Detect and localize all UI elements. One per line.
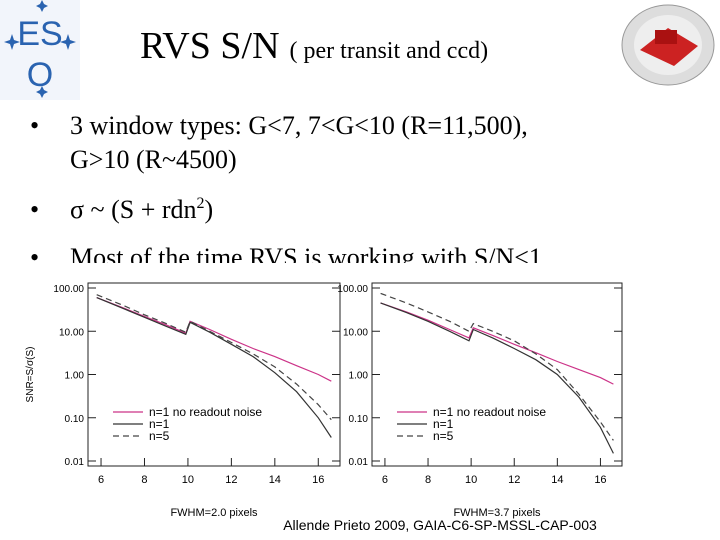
legend-label: n=1 [149, 417, 170, 431]
logo-text: O [27, 56, 53, 94]
x-tick-label: 14 [551, 474, 563, 486]
bullet-part: ) [205, 195, 214, 224]
y-tick-label: 1.00 [65, 371, 85, 382]
slide-title: RVS S/N ( per transit and ccd) [140, 25, 488, 67]
logo-text: ES [17, 15, 62, 53]
chart: 100.00 10.00 1.00 0.10 0.01 6 8 10 12 14 16 FWHM=3.… [337, 282, 623, 519]
series-line [380, 302, 614, 454]
y-tick-label: 100.00 [337, 284, 368, 295]
x-axis-label: FWHM=2.0 pixels [170, 507, 258, 519]
series-line [380, 302, 614, 385]
x-tick-label: 16 [594, 474, 606, 486]
x-tick-label: 10 [182, 474, 194, 486]
x-tick-label: 8 [425, 474, 431, 486]
x-tick-label: 14 [269, 474, 281, 486]
bullet-part: σ ~ (S + rdn [70, 195, 197, 224]
bullet-text: Most of the time RVS is working with S/N… [70, 243, 542, 272]
bullet-dot: • [30, 243, 39, 272]
series-line [380, 292, 614, 441]
bullet-text: 3 window types: G<7, 7<G<10 (R=11,500), [70, 111, 528, 140]
y-tick-label: 1.00 [349, 371, 369, 382]
series-line [96, 294, 332, 421]
y-tick-label: 0.01 [65, 457, 85, 468]
bullet-dot: • [30, 195, 39, 224]
y-tick-label: 0.01 [349, 457, 369, 468]
y-tick-label: 100.00 [53, 284, 84, 295]
legend-label: n=1 no readout noise [149, 405, 262, 419]
y-axis-label: SNR=S/σ(S) [25, 347, 36, 403]
x-tick-label: 8 [141, 474, 147, 486]
bullet-dot: • [30, 111, 39, 140]
x-axis-label: FWHM=3.7 pixels [453, 507, 541, 519]
bullet-text: σ ~ (S + rdn2) [70, 195, 213, 224]
x-tick-label: 12 [508, 474, 520, 486]
bullets: • 3 window types: G<7, 7<G<10 (R=11,500)… [30, 111, 542, 272]
x-tick-label: 12 [225, 474, 237, 486]
title: RVS S/N [140, 25, 280, 67]
series-line [96, 297, 332, 382]
x-tick-label: 6 [382, 474, 388, 486]
legend-label: n=5 [149, 429, 170, 443]
legend-label: n=1 [433, 417, 454, 431]
legend-label: n=1 no readout noise [433, 405, 546, 419]
y-tick-label: 10.00 [343, 327, 368, 338]
y-tick-label: 0.10 [349, 414, 369, 425]
plot-frame [371, 282, 623, 467]
y-tick-label: 0.10 [65, 414, 85, 425]
y-tick-label: 10.00 [59, 327, 84, 338]
bullet-text: G>10 (R~4500) [70, 145, 237, 174]
x-tick-label: 10 [465, 474, 477, 486]
x-tick-label: 6 [98, 474, 104, 486]
chart: 100.00 10.00 1.00 0.10 0.01 6 8 10 12 14 16 FWHM=2.… [25, 282, 341, 519]
superscript: 2 [197, 195, 205, 212]
gaia-logo [621, 4, 715, 86]
eso-logo: ES O [0, 0, 80, 100]
legend-label: n=5 [433, 429, 454, 443]
plot-frame [87, 282, 341, 467]
x-tick-label: 16 [312, 474, 324, 486]
series-line [96, 297, 332, 438]
footer: Allende Prieto 2009, GAIA-C6-SP-MSSL-CAP… [283, 517, 597, 533]
subtitle: ( per transit and ccd) [290, 38, 489, 64]
